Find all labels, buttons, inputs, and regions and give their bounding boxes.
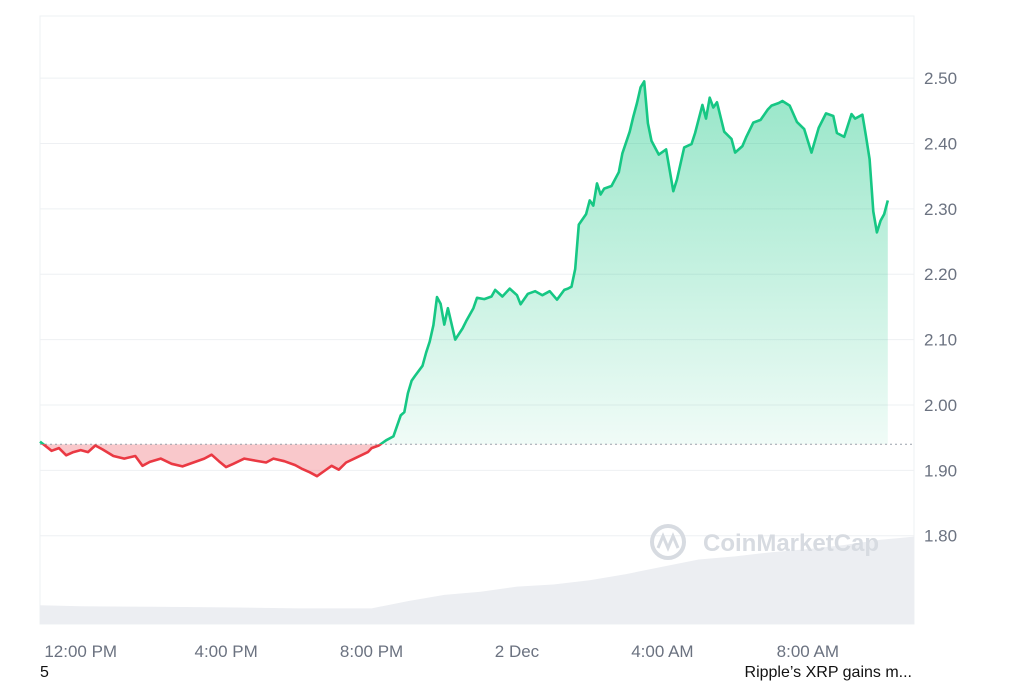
watermark: CoinMarketCap [650, 524, 879, 560]
y-tick-label: 2.10 [924, 331, 957, 350]
watermark-text: CoinMarketCap [703, 530, 879, 557]
y-tick-label: 1.80 [924, 527, 957, 546]
coinmarketcap-logo-icon [650, 524, 686, 560]
price-line-up[interactable] [39, 80, 890, 476]
news-headline-link[interactable]: Ripple’s XRP gains m... [744, 664, 912, 681]
area-above-baseline [40, 81, 888, 445]
x-axis: 12:00 PM 4:00 PM 8:00 PM 2 Dec 4:00 AM 8:00 A… [44, 642, 839, 661]
y-tick-label: 2.20 [924, 265, 957, 284]
y-tick-label: 1.90 [924, 461, 957, 480]
y-tick-label: 2.40 [924, 134, 957, 153]
x-tick-label: 8:00 PM [340, 642, 403, 661]
price-line-down[interactable] [40, 81, 888, 478]
x-tick-label: 8:00 AM [777, 642, 839, 661]
y-tick-label: 2.50 [924, 69, 957, 88]
area-below-baseline [43, 444, 381, 477]
y-axis: 2.50 2.40 2.30 2.20 2.10 2.00 1.90 1.80 [924, 69, 957, 546]
footer-left-text: 5 [40, 664, 49, 681]
price-areas [40, 81, 888, 477]
x-tick-label: 4:00 PM [194, 642, 257, 661]
x-tick-label: 2 Dec [495, 642, 540, 661]
x-tick-label: 4:00 AM [631, 642, 693, 661]
y-tick-label: 2.00 [924, 396, 957, 415]
x-tick-label: 12:00 PM [44, 642, 117, 661]
volume-bars [40, 536, 914, 624]
y-tick-label: 2.30 [924, 200, 957, 219]
coinmarketcap-logo-wave [656, 532, 680, 552]
volume-area [40, 536, 914, 624]
price-lines [39, 80, 890, 478]
